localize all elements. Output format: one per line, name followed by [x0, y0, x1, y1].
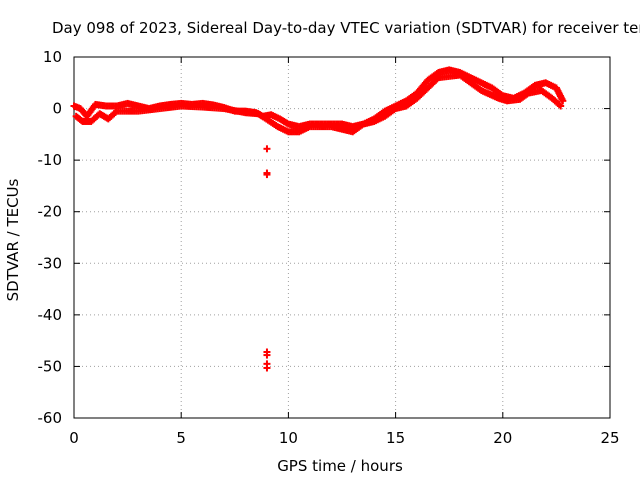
- plot-frame: [73, 56, 611, 419]
- x-tick-label: 0: [69, 429, 79, 447]
- data-point: [557, 102, 565, 110]
- x-tick-label: 25: [600, 429, 619, 447]
- y-tick-label: -50: [38, 357, 63, 375]
- y-tick-label: -30: [38, 254, 63, 272]
- x-axis-label: GPS time / hours: [277, 457, 403, 475]
- y-tick-label: -20: [38, 203, 63, 221]
- x-tick-label: 10: [279, 429, 298, 447]
- y-axis-label: SDTVAR / TECUs: [4, 178, 22, 301]
- grid: [74, 57, 610, 418]
- axis-ticks: [73, 56, 611, 419]
- x-tick-label: 15: [386, 429, 405, 447]
- y-tick-label: -60: [38, 409, 63, 427]
- data-point: [559, 97, 567, 105]
- data-point: [263, 145, 271, 153]
- x-tick-label: 20: [493, 429, 512, 447]
- data-point: [263, 351, 271, 359]
- data-points: [70, 66, 567, 372]
- data-point: [263, 171, 271, 179]
- y-tick-label: 10: [43, 48, 62, 66]
- y-tick-label: -10: [38, 151, 63, 169]
- tick-labels: 0 5 10 15 20 25 10 0 -10 -20 -30 -40 -50 -60: [38, 48, 620, 447]
- chart-title: Day 098 of 2023, Sidereal Day-to-day VTE…: [52, 19, 640, 37]
- y-tick-label: 0: [52, 100, 62, 118]
- x-tick-label: 5: [176, 429, 186, 447]
- y-tick-label: -40: [38, 306, 63, 324]
- data-point: [263, 364, 271, 372]
